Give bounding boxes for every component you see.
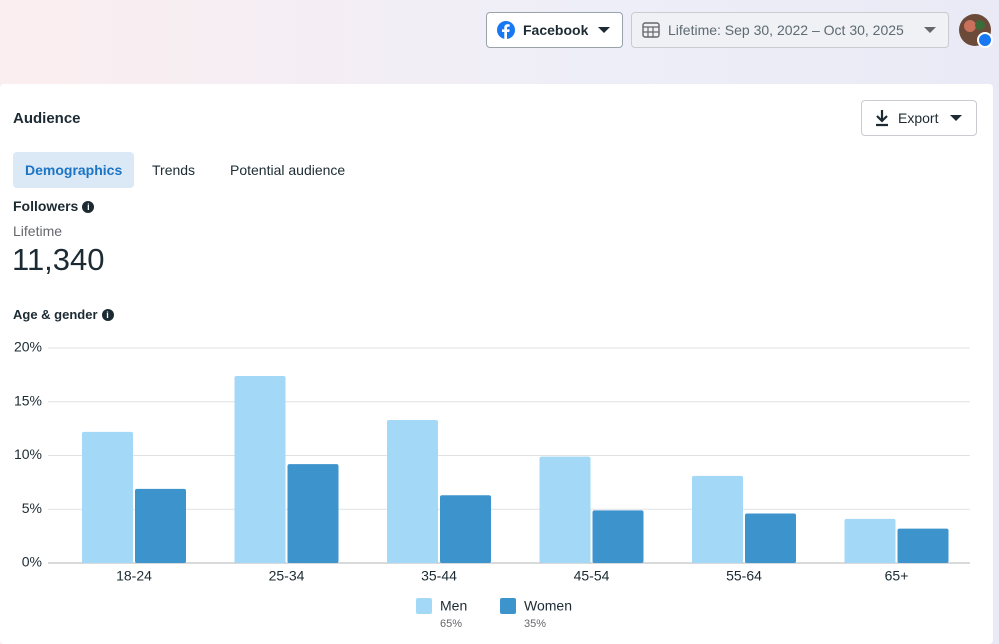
dropdown-caret xyxy=(950,115,962,121)
y-tick-label: 5% xyxy=(22,500,42,516)
info-icon[interactable]: i xyxy=(82,201,95,213)
x-tick-label: 25-34 xyxy=(269,568,305,584)
metric-title: Followers xyxy=(13,198,79,214)
date-range-label: Lifetime: Sep 30, 2022 – Oct 30, 2025 xyxy=(668,22,904,38)
legend-swatch xyxy=(500,598,516,614)
bar xyxy=(897,528,949,563)
legend-label: Women xyxy=(524,598,572,614)
chart-title: Age & gender xyxy=(13,307,98,322)
platform-selector[interactable]: Facebook xyxy=(486,12,623,48)
dropdown-caret xyxy=(598,27,610,33)
bar xyxy=(287,464,339,563)
y-tick-label: 15% xyxy=(14,392,42,408)
tab[interactable]: Demographics xyxy=(13,152,135,188)
legend-swatch xyxy=(416,598,432,614)
export-button[interactable]: Export xyxy=(861,100,977,136)
legend-share: 35% xyxy=(524,618,546,630)
tab[interactable]: Trends xyxy=(152,162,196,178)
metric-header: Followers i xyxy=(13,198,95,214)
dropdown-caret xyxy=(924,27,936,33)
bar xyxy=(440,495,491,563)
bar xyxy=(592,510,644,563)
metric-value: 11,340 xyxy=(12,242,105,277)
legend-share: 65% xyxy=(440,618,462,630)
x-tick-label: 55-64 xyxy=(726,568,762,584)
metric-period: Lifetime xyxy=(13,223,63,239)
profile-avatar[interactable] xyxy=(958,13,994,49)
tab[interactable]: Potential audience xyxy=(230,162,346,178)
export-label: Export xyxy=(898,110,939,126)
card-title: Audience xyxy=(13,110,81,127)
bar xyxy=(844,518,896,563)
date-range-selector[interactable]: Lifetime: Sep 30, 2022 – Oct 30, 2025 xyxy=(631,12,949,48)
x-tick-label: 35-44 xyxy=(421,568,457,584)
chart-header: Age & gender i xyxy=(13,307,114,322)
bar xyxy=(539,456,591,563)
y-tick-label: 0% xyxy=(22,554,42,570)
bar xyxy=(82,431,133,563)
bar xyxy=(692,475,743,563)
info-icon[interactable]: i xyxy=(101,309,114,321)
legend-label: Men xyxy=(440,598,467,614)
y-tick-label: 20% xyxy=(14,339,42,355)
x-tick-label: 18-24 xyxy=(116,568,152,584)
facebook-icon xyxy=(497,21,515,39)
bar xyxy=(234,375,286,563)
bar xyxy=(135,488,186,563)
platform-label: Facebook xyxy=(523,22,589,38)
bar xyxy=(387,420,438,563)
calendar-icon xyxy=(642,22,660,38)
y-tick-label: 10% xyxy=(14,446,42,462)
download-icon xyxy=(876,110,888,127)
bar xyxy=(745,513,796,563)
chart: 0% 5% 10% 15% 20% 18-24 25-34 35-44 45-54 55-64 65… xyxy=(14,339,970,630)
x-tick-label: 45-54 xyxy=(574,568,610,584)
x-tick-label: 65+ xyxy=(885,568,909,584)
